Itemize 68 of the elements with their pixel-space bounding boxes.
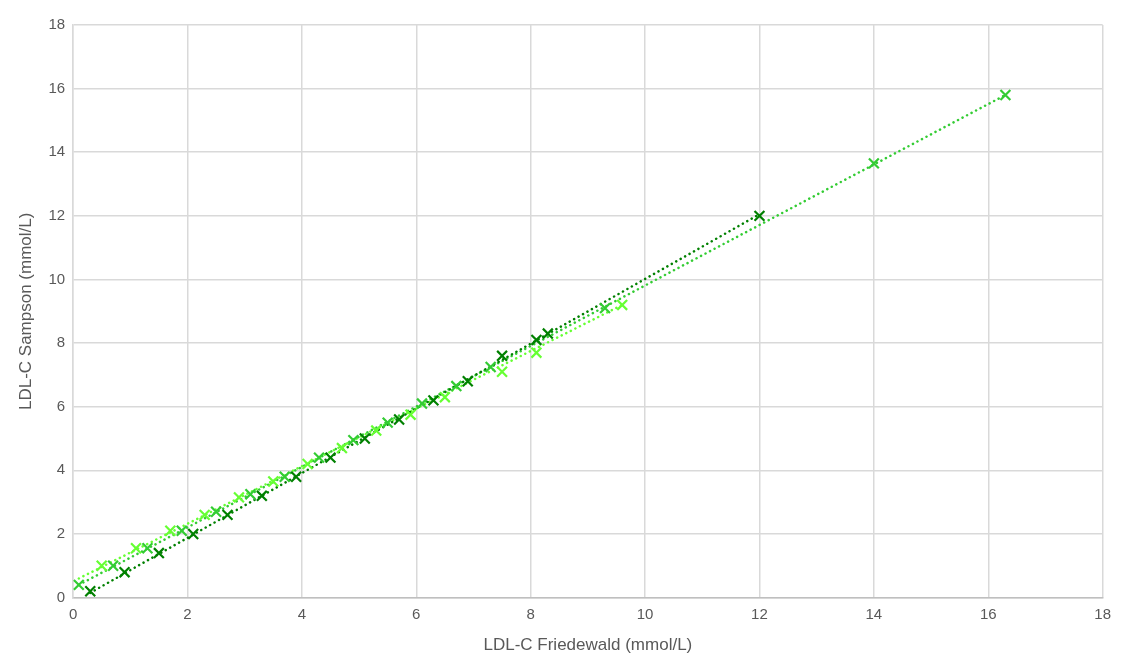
point [84,585,97,598]
point [198,508,211,521]
y-tick-label: 8 [56,333,66,351]
point [335,442,348,455]
x-tick-label: 0 [68,604,78,622]
point [753,209,766,222]
point [267,475,280,488]
point [496,365,509,378]
point [461,375,474,388]
point [438,391,451,404]
point [427,394,440,407]
point [530,346,543,359]
point [381,416,394,429]
point [152,547,165,560]
point [312,451,326,464]
point [415,397,429,410]
y-tick-label: 0 [56,587,66,605]
point [141,542,154,555]
x-tick-label: 2 [183,604,192,622]
point [187,527,200,541]
point [867,157,880,170]
point [255,489,268,502]
point [484,360,497,374]
x-tick-label: 12 [751,604,768,622]
point [541,327,554,340]
y-tick-label: 16 [48,78,66,96]
x-tick-label: 10 [636,604,654,622]
point [530,333,543,346]
y-tick-label: 12 [48,206,66,224]
point [393,413,406,426]
point [999,88,1012,102]
point [210,505,223,518]
point [358,432,371,445]
point [301,457,314,471]
point [496,349,509,362]
point [175,524,188,537]
y-tick-label: 2 [56,524,66,542]
x-tick-label: 6 [412,604,421,622]
point [450,380,463,393]
y-tick-label: 6 [56,396,66,414]
point [290,470,303,483]
point [324,451,337,464]
x-tick-label: 8 [526,604,535,622]
x-axis-title: LDL-C Friedewald (mmol/L) [483,635,693,655]
point [232,491,246,504]
point [164,524,177,537]
x-tick-label: 18 [1094,604,1111,622]
y-tick-label: 10 [48,269,66,287]
point [95,559,108,572]
point [598,302,612,315]
point [347,434,360,447]
point [129,542,143,555]
point [221,508,234,521]
y-tick-label: 14 [48,142,66,160]
y-tick-label: 4 [56,460,66,478]
x-tick-label: 16 [979,604,997,622]
x-tick-label: 14 [865,604,883,622]
point [370,424,383,437]
point [616,298,629,311]
x-tick-label: 4 [297,604,307,622]
point [278,470,291,483]
point [118,566,131,579]
y-tick-label: 18 [48,15,66,33]
point [73,578,85,591]
point [404,408,417,421]
y-axis-title: LDL-C Sampson (mmol/L) [15,212,35,411]
point [244,488,257,501]
point [107,559,120,572]
